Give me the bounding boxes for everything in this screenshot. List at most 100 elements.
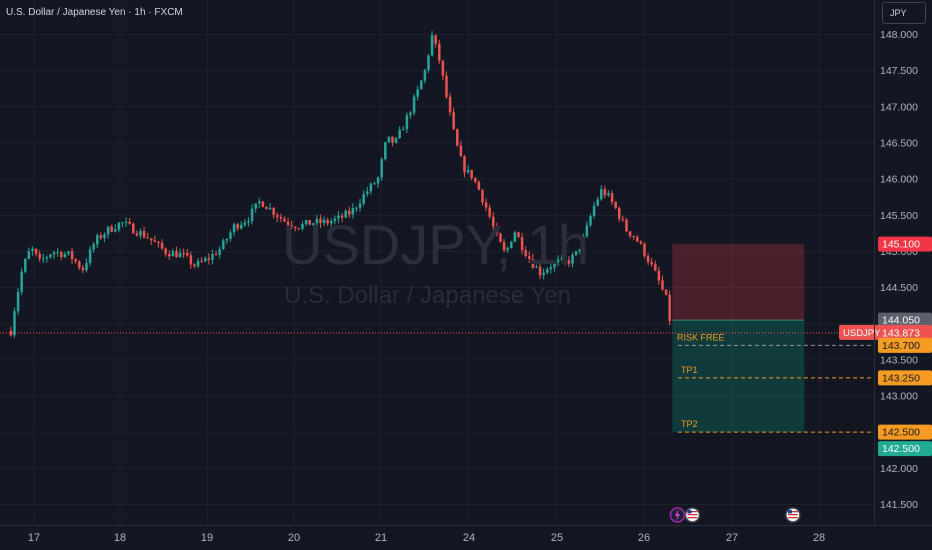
candle-body [135, 233, 139, 236]
candle-body [405, 115, 409, 130]
candle-body [499, 233, 502, 243]
level-price-badge-text: 143.250 [882, 372, 920, 384]
candle-body [477, 181, 481, 190]
flag-canton [787, 510, 792, 514]
candle-body [81, 267, 85, 271]
candle-body [128, 221, 131, 224]
candle-body [225, 238, 229, 241]
candle-body [564, 258, 567, 261]
candle-body [484, 202, 488, 208]
level-price-badge [878, 370, 932, 386]
candle-body [340, 215, 344, 218]
y-tick-label: 147.000 [880, 101, 918, 113]
candle-body [222, 240, 225, 250]
candle-body [391, 136, 394, 143]
watermark-name: U.S. Dollar / Japanese Yen [284, 282, 571, 309]
candle-body [294, 226, 297, 229]
candle-body [78, 261, 81, 268]
symbol-title[interactable]: U.S. Dollar / Japanese Yen · 1h · FXCM [6, 7, 183, 18]
candle-body [657, 270, 661, 281]
candle-body [434, 35, 437, 44]
x-tick-label: 28 [813, 532, 825, 544]
candle-body [70, 251, 74, 260]
candle-body [420, 80, 423, 90]
x-tick-label: 17 [28, 532, 40, 544]
flag-stripe [687, 511, 698, 513]
candle-body [189, 255, 193, 265]
candle-body [322, 219, 326, 224]
candle-body [200, 260, 203, 262]
candle-body [470, 169, 473, 178]
candle-body [265, 206, 268, 210]
entry-price-badge [878, 312, 932, 328]
candle-body [157, 242, 160, 244]
candle-body [664, 289, 668, 295]
candle-body [650, 261, 653, 265]
candle-body [380, 159, 383, 178]
candle-body [546, 269, 549, 273]
target-price-badge-text: 142.500 [882, 443, 920, 455]
candle-body [549, 267, 553, 270]
candle-body [261, 201, 265, 207]
stop-price-badge-text: 145.100 [882, 239, 920, 251]
candle-body [283, 218, 286, 222]
flag-stripe [687, 514, 698, 516]
candle-body [297, 228, 301, 230]
candle-body [621, 218, 625, 220]
candle-body [240, 224, 243, 229]
candle-body [528, 256, 531, 259]
y-tick-label: 143.500 [880, 354, 918, 366]
symbol-tag-text: USDJPY [843, 328, 881, 339]
candle-body [438, 43, 441, 61]
candle-body [99, 235, 103, 239]
take-profit-zone[interactable] [672, 320, 805, 433]
candle-body [186, 252, 189, 256]
candle-body [153, 240, 157, 243]
stop-loss-zone[interactable] [672, 244, 805, 321]
candle-body [276, 214, 279, 218]
candle-body [351, 208, 355, 215]
candle-body [326, 219, 329, 224]
candle-body [308, 220, 311, 225]
candle-body [373, 183, 376, 185]
candle-body [376, 177, 380, 184]
candle-body [639, 241, 643, 244]
candle-body [45, 257, 49, 259]
candle-body [164, 248, 167, 255]
y-tick-label: 145.500 [880, 210, 918, 222]
x-tick-label: 25 [551, 532, 563, 544]
symbol-tag[interactable] [839, 324, 879, 340]
candle-body [117, 222, 121, 230]
currency-button[interactable]: JPY [882, 2, 926, 24]
candle-body [358, 203, 362, 208]
x-tick-label: 26 [638, 532, 650, 544]
candle-body [344, 210, 347, 218]
candle-body [596, 199, 599, 206]
candle-body [582, 236, 585, 250]
candle-body [416, 89, 419, 97]
candle-body [600, 189, 603, 200]
y-tick-label: 146.000 [880, 174, 918, 186]
candle-body [661, 280, 664, 290]
entry-price-badge-text: 144.050 [882, 315, 920, 327]
current-price-text: 143.873 [882, 327, 920, 339]
candle-body [121, 222, 124, 224]
candle-body [636, 237, 639, 242]
candle-body [423, 69, 427, 81]
candle-body [103, 234, 106, 239]
candle-body [218, 249, 221, 255]
candle-body [632, 236, 635, 238]
candle-body [387, 136, 391, 143]
level-label-tp2: TP2 [681, 419, 698, 429]
candle-body [646, 256, 650, 262]
stop-price-badge [878, 236, 932, 252]
candle-body [556, 259, 560, 263]
candle-body [589, 215, 592, 226]
y-tick-label: 142.000 [880, 463, 918, 475]
candle-body [592, 205, 596, 216]
candle-body [52, 252, 56, 255]
level-label-tp1: TP1 [681, 365, 698, 375]
candle-body [38, 253, 41, 259]
